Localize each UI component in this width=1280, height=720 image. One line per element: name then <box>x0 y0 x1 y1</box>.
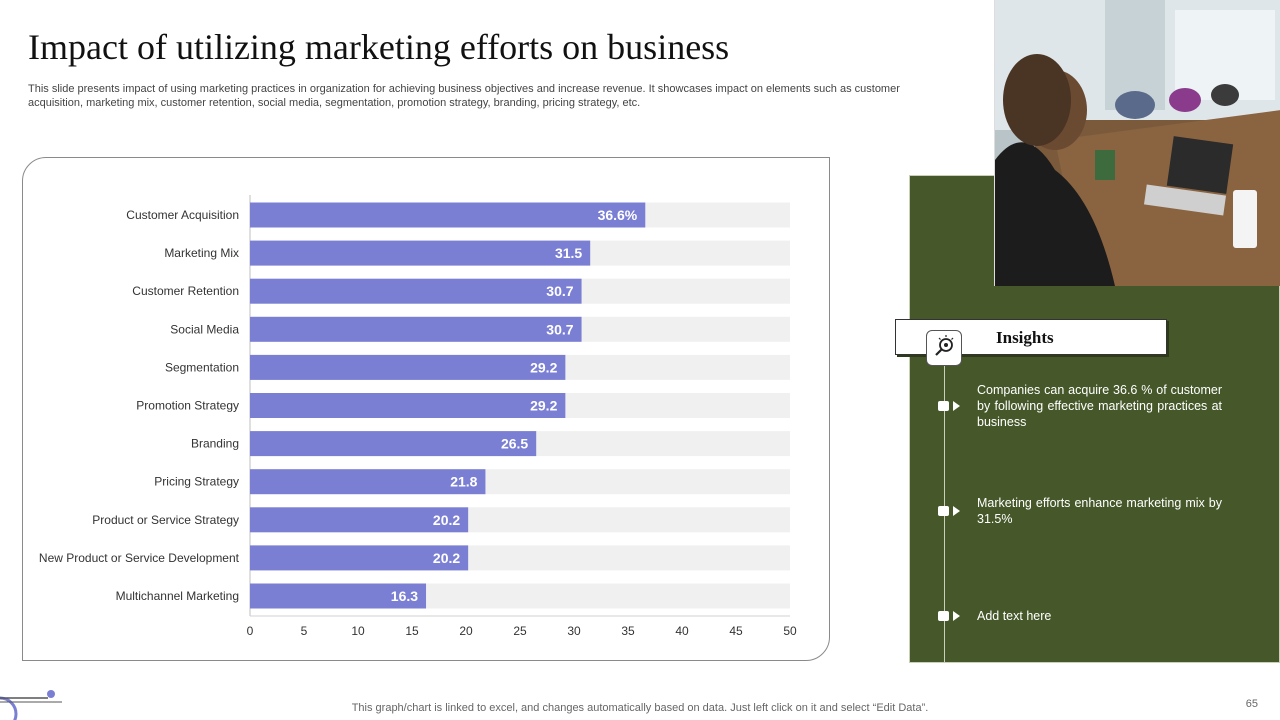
data-label: 26.5 <box>501 436 528 452</box>
category-label: Product or Service Strategy <box>92 513 239 527</box>
footer-text: This graph/chart is linked to excel, and… <box>351 702 929 714</box>
data-label: 36.6% <box>598 207 638 223</box>
insight-text-2: Marketing efforts enhance marketing mix … <box>977 496 1222 526</box>
magnifier-bulb-icon <box>926 330 962 366</box>
x-tick-label: 50 <box>783 624 797 638</box>
bar[interactable] <box>250 469 486 495</box>
bar[interactable] <box>250 393 566 418</box>
bar[interactable] <box>250 240 591 266</box>
category-label: Promotion Strategy <box>136 399 239 413</box>
bar[interactable] <box>250 507 469 533</box>
category-label: New Product or Service Development <box>39 551 240 565</box>
x-tick-label: 5 <box>301 624 308 638</box>
bar[interactable] <box>250 354 566 380</box>
x-tick-label: 35 <box>621 624 635 638</box>
bullet-icon <box>938 504 962 516</box>
insight-text-1: Companies can acquire 36.6 % of customer… <box>977 383 1222 429</box>
x-tick-label: 20 <box>459 624 473 638</box>
data-label: 16.3 <box>391 588 418 604</box>
bar[interactable] <box>250 583 427 609</box>
page-subtitle: This slide presents impact of using mark… <box>28 83 900 109</box>
x-tick-label: 0 <box>247 624 254 638</box>
bar[interactable] <box>250 545 469 571</box>
footer-note: This graph/chart is linked to excel, and… <box>0 702 1280 714</box>
x-tick-label: 15 <box>405 624 419 638</box>
x-tick-label: 25 <box>513 624 527 638</box>
page-title: Impact of utilizing marketing efforts on… <box>28 27 730 67</box>
decorative-link-icon <box>0 690 62 720</box>
x-tick-label: 40 <box>675 624 689 638</box>
bar-chart[interactable]: 36.6% Customer Acquisition 31.5 Marketing M… <box>23 158 831 662</box>
data-label: 20.2 <box>433 550 460 566</box>
bar[interactable] <box>250 278 582 304</box>
insight-text-3[interactable]: Add text here <box>977 609 1052 623</box>
bar[interactable] <box>250 431 537 457</box>
chart-frame[interactable]: 36.6% Customer Acquisition 31.5 Marketing M… <box>22 157 830 661</box>
x-tick-label: 10 <box>351 624 365 638</box>
bar[interactable] <box>250 202 646 228</box>
x-tick-label: 30 <box>567 624 581 638</box>
x-tick-label: 45 <box>729 624 743 638</box>
category-label: Pricing Strategy <box>154 475 239 489</box>
category-label: Customer Acquisition <box>126 208 239 222</box>
data-label: 30.7 <box>546 283 573 299</box>
meeting-photo <box>994 0 1280 286</box>
category-label: Customer Retention <box>132 284 239 298</box>
data-label: 21.8 <box>450 474 477 490</box>
category-label: Multichannel Marketing <box>116 589 239 603</box>
bullet-icon <box>938 399 962 411</box>
insights-title: Insights <box>996 328 1054 347</box>
category-label: Social Media <box>170 322 239 336</box>
data-label: 29.2 <box>530 359 557 375</box>
data-label: 31.5 <box>555 245 582 261</box>
category-label: Marketing Mix <box>164 246 239 260</box>
data-label: 30.7 <box>546 321 573 337</box>
category-label: Branding <box>191 437 239 451</box>
bullet-icon <box>938 609 962 621</box>
category-label: Segmentation <box>165 360 239 374</box>
data-label: 29.2 <box>530 398 557 414</box>
page-number: 65 <box>1245 698 1258 710</box>
bar[interactable] <box>250 316 582 342</box>
data-label: 20.2 <box>433 512 460 528</box>
